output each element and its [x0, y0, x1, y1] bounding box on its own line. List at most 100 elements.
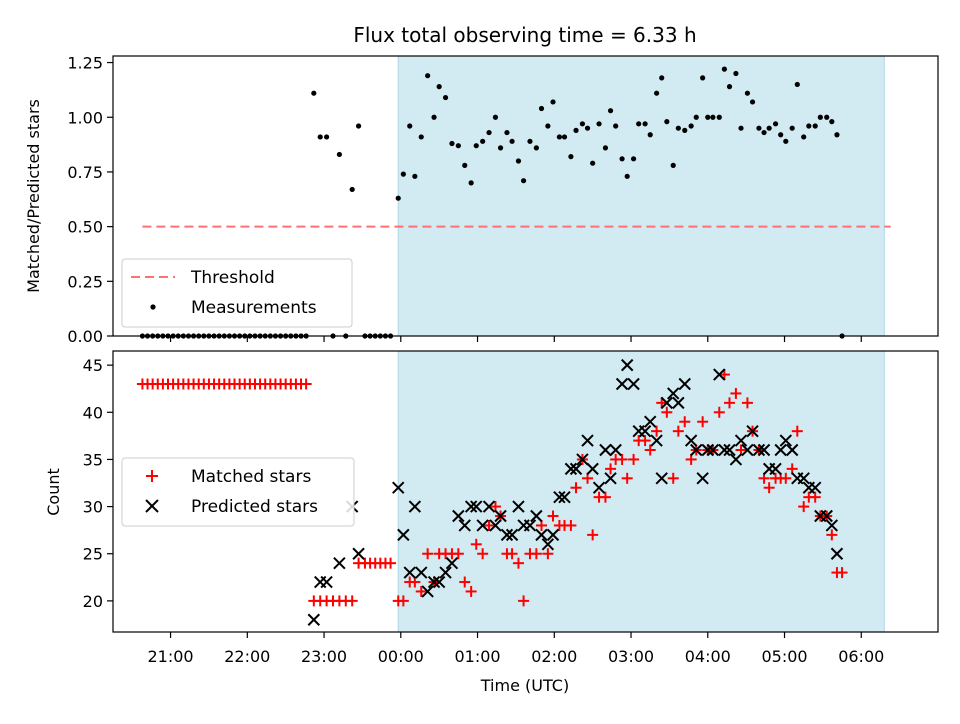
panel-ratio: 0.00 0.25 0.50 0.75 1.00 1.25 Matched/Predict… [24, 54, 939, 346]
measurement-point [607, 108, 614, 114]
predicted-star-marker [723, 443, 736, 457]
y-tick-label: 1.00 [67, 108, 103, 127]
predicted-star-marker [592, 481, 606, 494]
matched-star-marker [512, 557, 524, 569]
measurement-point [349, 186, 355, 193]
predicted-star-marker [729, 453, 743, 466]
measurement-point [486, 129, 492, 136]
predicted-star-marker [678, 377, 691, 391]
predicted-star-marker [830, 547, 844, 560]
matched-star-marker [639, 435, 651, 447]
measurement-point [596, 121, 602, 127]
measurement-point [418, 134, 424, 140]
measurement-point [772, 121, 779, 127]
measurement-point [664, 119, 670, 125]
matched-star-marker [836, 567, 848, 579]
predicted-star-marker [586, 462, 599, 476]
measurement-point [590, 160, 596, 166]
matched-star-marker [616, 453, 628, 465]
measurement-point [756, 125, 762, 131]
predicted-star-marker [650, 434, 663, 447]
predicted-star-marker [530, 509, 543, 523]
y-tick-label: 25 [83, 545, 103, 564]
matched-star-marker [605, 463, 617, 475]
matched-star-marker [651, 425, 663, 437]
predicted-star-marker [741, 443, 754, 457]
matched-star-marker [679, 416, 691, 428]
matched-star-marker [587, 529, 599, 541]
predicted-star-marker [701, 443, 714, 457]
observing-window-band [397, 55, 885, 337]
matched-star-marker [763, 482, 775, 494]
measurement-point [716, 114, 722, 120]
x-axis-title: Time (UTC) [480, 676, 569, 695]
figure-title: Flux total observing time = 6.33 h [353, 23, 696, 47]
matched-star-marker [570, 482, 582, 494]
predicted-star-marker [512, 500, 525, 513]
measurement-point [705, 114, 711, 120]
x-tick-label: 05:00 [761, 647, 807, 666]
y-tick-label: 40 [83, 403, 103, 422]
panel-count: 20 25 30 35 40 45 21:00 22:00 23:00 00:00 01:00 02… [44, 350, 939, 695]
predicted-star-marker [672, 396, 685, 410]
predicted-star-marker [620, 358, 634, 372]
measurement-point [509, 138, 515, 144]
measurement-point [324, 134, 330, 140]
matched-star-marker [530, 548, 542, 560]
observing-window-band [397, 350, 885, 633]
matched-star-marker [661, 406, 673, 418]
measurement-point [400, 171, 406, 177]
observing-window-shade [397, 350, 885, 633]
measurement-point [407, 123, 413, 129]
measurement-point [636, 121, 642, 127]
measurement-point [504, 129, 510, 136]
x-axis-ticks: 21:00 22:00 23:00 00:00 01:00 02:00 03:00 04:00… [148, 632, 884, 666]
measurement-point [710, 114, 716, 120]
predicted-star-marker [476, 519, 489, 532]
predicted-star-marker [615, 377, 629, 391]
measurement-point [817, 114, 823, 120]
legend-count-box [121, 457, 355, 527]
measurement-point [550, 99, 556, 105]
predicted-star-marker [500, 528, 514, 542]
measurement-point [468, 180, 474, 186]
predicted-star-marker [569, 462, 583, 476]
measurement-point [412, 173, 418, 179]
legend-ratio: Threshold Measurements [121, 258, 353, 328]
legend-threshold-label: Threshold [190, 268, 275, 288]
y-tick-label: 45 [83, 356, 103, 375]
measurement-point [812, 123, 818, 129]
matched-star-marker [459, 576, 471, 588]
measurement-point [480, 138, 486, 144]
matched-star-marker [565, 519, 577, 531]
predicted-star-marker [757, 443, 771, 457]
predicted-star-marker [820, 509, 833, 523]
legend-predicted-swatch [145, 499, 159, 513]
measurement-point [449, 140, 455, 147]
x-tick-label: 04:00 [685, 647, 731, 666]
predicted-star-marker [706, 443, 720, 457]
panel-ratio-frame [112, 55, 939, 337]
matched-star-marker [518, 595, 530, 607]
predicted-star-marker [505, 528, 519, 542]
predicted-star-marker [684, 434, 698, 447]
predicted-star-marker [415, 566, 428, 579]
measurement-point [806, 123, 812, 129]
matched-star-marker [741, 397, 753, 409]
legend-predicted-label: Predicted stars [191, 497, 318, 517]
legend-measurements-label: Measurements [191, 298, 317, 318]
measurement-point [602, 145, 609, 151]
y-tick-label: 0.25 [67, 272, 103, 291]
y-tick-label: 0.00 [67, 327, 103, 346]
x-tick-label: 02:00 [531, 647, 577, 666]
matched-star-marker [346, 595, 358, 607]
x-tick-label: 22:00 [224, 647, 270, 666]
predicted-star-marker [604, 472, 617, 485]
measurement-point [693, 114, 699, 120]
matched-star-marker [483, 519, 495, 531]
measurement-point [794, 81, 800, 88]
measurement-point [688, 123, 694, 129]
matched-star-marker [780, 472, 792, 484]
predicted-star-marker [427, 575, 441, 589]
matched-star-marker [798, 501, 810, 513]
